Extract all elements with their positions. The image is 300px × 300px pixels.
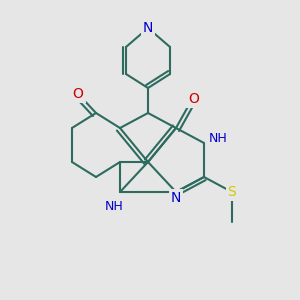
Text: S: S xyxy=(228,185,236,199)
Text: O: O xyxy=(73,87,83,101)
Text: NH: NH xyxy=(105,200,123,212)
Text: O: O xyxy=(189,92,200,106)
Text: NH: NH xyxy=(208,133,227,146)
Text: N: N xyxy=(143,21,153,35)
Text: N: N xyxy=(171,191,181,205)
